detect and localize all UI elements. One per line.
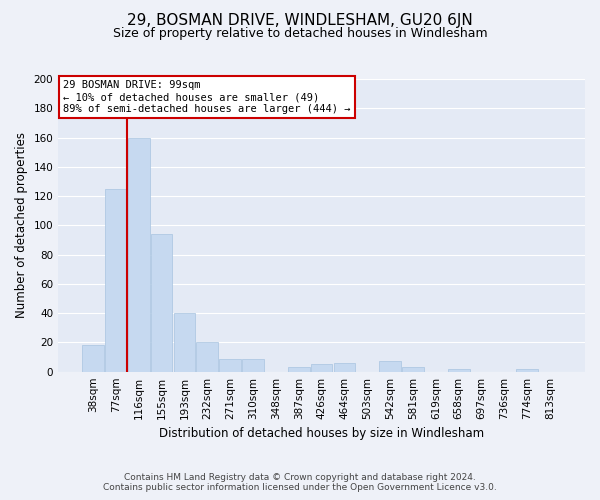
Bar <box>151 234 172 372</box>
Bar <box>402 368 424 372</box>
Bar <box>128 138 149 372</box>
Text: Size of property relative to detached houses in Windlesham: Size of property relative to detached ho… <box>113 28 487 40</box>
Text: 29 BOSMAN DRIVE: 99sqm
← 10% of detached houses are smaller (49)
89% of semi-det: 29 BOSMAN DRIVE: 99sqm ← 10% of detached… <box>64 80 351 114</box>
Text: 29, BOSMAN DRIVE, WINDLESHAM, GU20 6JN: 29, BOSMAN DRIVE, WINDLESHAM, GU20 6JN <box>127 12 473 28</box>
Text: Contains public sector information licensed under the Open Government Licence v3: Contains public sector information licen… <box>103 484 497 492</box>
X-axis label: Distribution of detached houses by size in Windlesham: Distribution of detached houses by size … <box>159 427 484 440</box>
Bar <box>379 362 401 372</box>
Bar <box>196 342 218 372</box>
Bar <box>105 189 127 372</box>
Bar <box>219 358 241 372</box>
Bar <box>334 363 355 372</box>
Bar <box>288 368 310 372</box>
Bar <box>242 358 264 372</box>
Text: Contains HM Land Registry data © Crown copyright and database right 2024.: Contains HM Land Registry data © Crown c… <box>124 474 476 482</box>
Bar <box>173 313 195 372</box>
Bar <box>82 346 104 372</box>
Bar <box>311 364 332 372</box>
Y-axis label: Number of detached properties: Number of detached properties <box>15 132 28 318</box>
Bar <box>517 369 538 372</box>
Bar <box>448 369 470 372</box>
